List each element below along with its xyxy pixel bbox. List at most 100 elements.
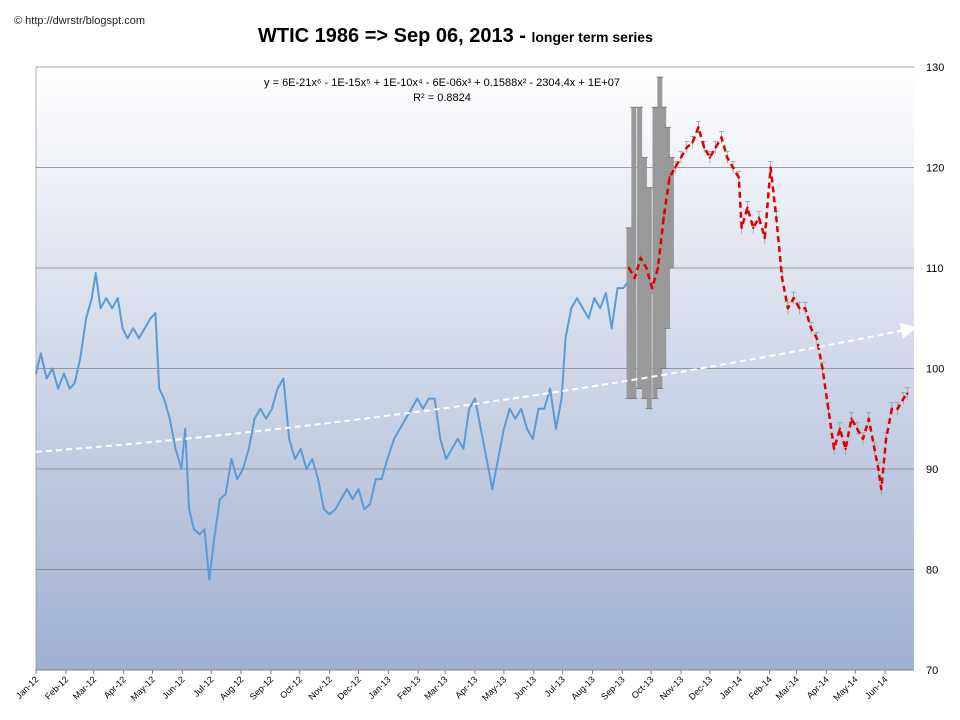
- series-projection-point: [685, 146, 688, 149]
- x-tick-label: Jan-14: [718, 674, 745, 701]
- series-projection-point: [844, 447, 847, 451]
- series-projection-point: [861, 437, 865, 441]
- series-actual-point: [311, 458, 314, 460]
- x-tick-label: Sep-12: [248, 674, 276, 702]
- series-actual-point: [121, 327, 124, 330]
- x-tick-label: May-12: [129, 674, 157, 702]
- series-projection-point: [740, 226, 743, 229]
- chart-title: WTIC 1986 => Sep 06, 2013 - longer term …: [258, 25, 653, 47]
- series-actual-point: [622, 287, 625, 289]
- series-actual-point: [322, 508, 325, 511]
- series-actual-point: [351, 498, 354, 501]
- series-projection-point: [902, 397, 905, 400]
- trendline: [35, 322, 917, 453]
- series-actual-point: [188, 508, 190, 511]
- series-actual-point: [247, 448, 250, 450]
- series-projection-point: [838, 427, 842, 430]
- series-projection-point: [746, 206, 749, 209]
- series-actual-point: [416, 397, 419, 400]
- series-actual-point: [520, 407, 523, 410]
- x-tick-label: Mar-14: [774, 674, 801, 701]
- series-projection-point: [855, 427, 859, 430]
- series-actual-point: [369, 503, 371, 506]
- series-actual-point: [340, 498, 343, 501]
- series-actual-point: [587, 317, 590, 320]
- series-actual-point: [502, 427, 505, 430]
- series-actual-point: [236, 478, 239, 480]
- regression-equation: y = 6E-21x⁶ - 1E-15x⁵ + 1E-10x⁴ - 6E-06x…: [264, 77, 620, 89]
- y-tick-label: 120: [926, 163, 944, 175]
- series-actual-point: [357, 488, 360, 490]
- series-actual-point: [445, 458, 448, 460]
- series-projection-point: [708, 156, 712, 159]
- series-projection-point: [873, 447, 876, 451]
- series-actual-point: [149, 317, 152, 320]
- series-actual-point: [35, 372, 37, 375]
- series-projection-point: [880, 487, 883, 491]
- series-actual-point: [581, 307, 584, 310]
- series-actual-point: [380, 478, 383, 480]
- series-actual-point: [265, 417, 267, 420]
- series-actual-point: [85, 317, 87, 320]
- x-tick-label: Jun-14: [863, 674, 890, 701]
- x-tick-label: Jun-12: [160, 674, 187, 701]
- series-projection-point: [815, 337, 818, 340]
- series-actual-point: [198, 533, 201, 536]
- error-bar: [646, 187, 652, 409]
- x-tick-label: May-13: [480, 674, 508, 702]
- series-projection-point: [731, 166, 735, 169]
- series-actual-point: [154, 312, 157, 315]
- series-actual-point: [45, 377, 48, 380]
- series-actual-point: [549, 387, 551, 390]
- series-projection-point: [786, 307, 790, 310]
- trendline-path: [35, 322, 917, 453]
- series-projection-point: [697, 126, 700, 129]
- error-bar: [652, 107, 658, 399]
- x-tick-label: Oct-12: [278, 674, 304, 700]
- r-squared: R² = 0.8824: [413, 92, 471, 104]
- series-actual-point: [576, 297, 578, 300]
- series-projection-point: [792, 296, 795, 300]
- series-projection-point: [809, 327, 813, 330]
- x-tick-label: Dec-12: [335, 674, 363, 702]
- series-actual-point: [132, 327, 135, 330]
- x-tick-label: Jan-12: [14, 674, 41, 701]
- x-tick-label: Nov-13: [658, 674, 686, 702]
- x-tick-label: Jun-13: [512, 674, 539, 701]
- series-actual-point: [282, 377, 285, 380]
- series-projection-point: [757, 216, 761, 219]
- series-actual-point: [51, 367, 54, 370]
- series-actual-point: [79, 357, 82, 360]
- x-tick-label: Apr-12: [102, 674, 128, 700]
- x-tick-label: Oct-13: [629, 674, 655, 700]
- series-actual-point: [593, 297, 596, 300]
- series-lines: [35, 126, 909, 581]
- x-tick-label: Jan-13: [366, 674, 393, 701]
- series-actual-point: [73, 382, 76, 385]
- series-actual-point: [514, 417, 517, 420]
- series-actual-point: [213, 538, 216, 541]
- series-actual-point: [462, 448, 465, 450]
- series-actual-point: [374, 478, 377, 480]
- series-actual-point: [599, 307, 602, 310]
- series-projection-point: [804, 307, 807, 310]
- series-actual-point: [456, 437, 459, 440]
- series-projection-point: [769, 166, 772, 169]
- series-actual-point: [253, 417, 256, 420]
- series-projection-point: [674, 166, 677, 169]
- series-projection-point: [627, 266, 631, 270]
- series-actual-point: [158, 387, 161, 390]
- x-tick-label: Feb-14: [747, 674, 774, 701]
- series-actual-point: [386, 458, 389, 460]
- series-actual-point: [393, 437, 396, 440]
- series-actual-point: [192, 528, 195, 531]
- series-actual-point: [468, 407, 471, 410]
- series-projection-point: [780, 276, 784, 280]
- series-actual-point: [203, 528, 206, 531]
- error-bar: [626, 227, 632, 399]
- series-actual-point: [334, 508, 337, 511]
- y-tick-label: 130: [926, 62, 944, 74]
- series-actual-point: [564, 337, 567, 340]
- series-projection-point: [752, 226, 755, 229]
- error-bar: [657, 77, 663, 389]
